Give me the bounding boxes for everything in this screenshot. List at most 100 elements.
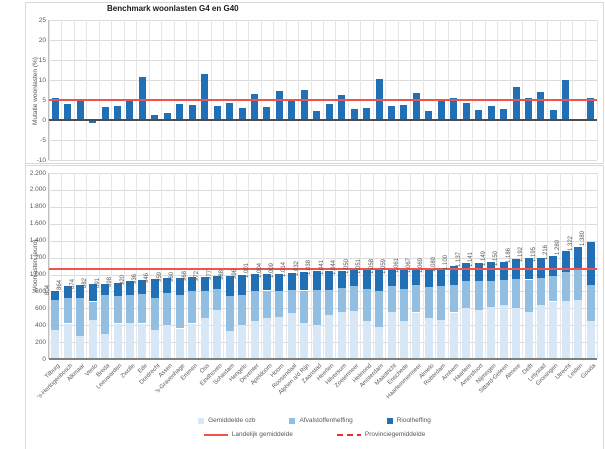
woonlasten-value-label: 882 bbox=[82, 278, 89, 289]
legend-label: Afvalstoffenheffing bbox=[299, 417, 353, 424]
woonlasten-segment-gemiddelde-ozb bbox=[101, 333, 110, 359]
mutatie-plot-area bbox=[48, 20, 598, 161]
woonlasten-value-label: 1.059 bbox=[381, 258, 387, 274]
gridline-v bbox=[186, 20, 187, 160]
woonlasten-segment-rioolheffing bbox=[175, 277, 184, 295]
woonlasten-segment-rioolheffing bbox=[188, 277, 197, 292]
mutatie-bar bbox=[201, 74, 209, 120]
gridline-v bbox=[111, 173, 113, 359]
mutatie-bar bbox=[114, 106, 121, 120]
zero-axis-line bbox=[49, 119, 597, 121]
woonlasten-value-label: 1.080 bbox=[430, 256, 437, 272]
chart-title: Benchmark woonlasten G4 en G40 bbox=[107, 4, 239, 13]
woonlasten-segment-gemiddelde-ozb bbox=[424, 318, 433, 359]
mutatie-bar bbox=[363, 108, 371, 120]
mutatie-bar bbox=[437, 100, 445, 120]
mutatie-bar bbox=[263, 107, 271, 120]
woonlasten-segment-rioolheffing bbox=[487, 261, 496, 282]
woonlasten-segment-afvalstoffenheffing bbox=[312, 289, 321, 326]
mutatie-bar bbox=[325, 104, 333, 120]
woonlasten-segment-gemiddelde-ozb bbox=[138, 323, 147, 359]
legend-item-rioolheffing: Rioolheffing bbox=[386, 417, 431, 424]
woonlasten-segment-gemiddelde-ozb bbox=[412, 312, 421, 359]
gridline-v bbox=[173, 173, 175, 359]
woonlasten-segment-gemiddelde-ozb bbox=[125, 322, 134, 359]
gridline-v bbox=[98, 20, 100, 160]
woonlasten-segment-afvalstoffenheffing bbox=[113, 296, 122, 324]
gridline-v bbox=[347, 20, 349, 160]
legend-label: Provinciegemiddelde bbox=[364, 431, 426, 438]
legend-line-swatch-icon bbox=[203, 433, 228, 436]
woonlasten-segment-rioolheffing bbox=[225, 275, 234, 296]
woonlasten-value-label: 960 bbox=[169, 271, 176, 282]
woonlasten-segment-afvalstoffenheffing bbox=[287, 289, 296, 314]
mutatie-bar bbox=[238, 108, 246, 120]
woonlasten-segment-afvalstoffenheffing bbox=[462, 281, 471, 309]
woonlasten-segment-afvalstoffenheffing bbox=[51, 299, 60, 331]
gridline-v bbox=[347, 173, 349, 359]
woonlasten-value-label: 1.001 bbox=[244, 263, 250, 279]
woonlasten-segment-rioolheffing bbox=[561, 250, 570, 272]
woonlasten-segment-afvalstoffenheffing bbox=[175, 294, 184, 329]
gridline-v bbox=[61, 173, 63, 359]
woonlasten-segment-gemiddelde-ozb bbox=[350, 310, 359, 359]
woonlasten-value-label: 977 bbox=[206, 270, 213, 281]
mutatie-bar bbox=[549, 109, 557, 120]
mutatie-bar bbox=[138, 76, 146, 120]
woonlasten-value-label: 891 bbox=[94, 277, 101, 288]
gridline-v bbox=[111, 20, 113, 160]
mutatie-bar bbox=[525, 98, 532, 120]
gridline-v bbox=[447, 173, 449, 359]
woonlasten-segment-gemiddelde-ozb bbox=[574, 299, 583, 359]
gridline-v bbox=[86, 173, 88, 359]
mutatie-bar bbox=[51, 98, 59, 120]
woonlasten-segment-gemiddelde-ozb bbox=[561, 300, 570, 359]
gridline-v bbox=[298, 20, 300, 160]
y-axis-tick-label: 15 bbox=[38, 56, 46, 64]
y-axis-tick-label: 600 bbox=[35, 304, 46, 312]
woonlasten-value-label: 1.061 bbox=[393, 258, 400, 274]
provinciegemiddelde-line bbox=[49, 95, 597, 97]
woonlasten-value-label: 1.051 bbox=[356, 259, 363, 275]
gridline-v bbox=[460, 20, 461, 160]
woonlasten-segment-afvalstoffenheffing bbox=[512, 278, 521, 309]
gridline-v bbox=[572, 20, 574, 160]
gridline-v bbox=[534, 20, 536, 160]
woonlasten-segment-gemiddelde-ozb bbox=[362, 321, 371, 359]
gridline-v bbox=[73, 173, 75, 359]
woonlasten-value-label: 1.069 bbox=[418, 257, 425, 273]
woonlasten-segment-gemiddelde-ozb bbox=[524, 311, 533, 359]
woonlasten-segment-afvalstoffenheffing bbox=[412, 285, 421, 313]
woonlasten-value-label: 1.150 bbox=[493, 250, 500, 266]
legend-lines-row: Landelijk gemiddelde Provinciegemiddelde bbox=[26, 431, 603, 438]
woonlasten-segment-rioolheffing bbox=[399, 269, 408, 289]
woonlasten-value-label: 1.100 bbox=[443, 254, 450, 270]
gridline-v bbox=[559, 173, 561, 359]
mutatie-bar bbox=[300, 90, 308, 120]
gridline-v bbox=[49, 20, 50, 160]
gridline-v bbox=[397, 173, 399, 359]
gridline-v bbox=[161, 173, 163, 359]
gridline-v bbox=[323, 173, 324, 359]
woonlasten-segment-afvalstoffenheffing bbox=[387, 286, 396, 312]
mutatie-bar bbox=[226, 103, 234, 120]
woonlasten-segment-afvalstoffenheffing bbox=[487, 281, 496, 307]
woonlasten-segment-gemiddelde-ozb bbox=[325, 315, 334, 359]
gridline-v bbox=[285, 173, 287, 359]
gridline-v bbox=[323, 20, 324, 160]
mutatie-bar bbox=[338, 94, 346, 120]
legend-series-row: Gemiddelde ozb Afvalstoffenheffing Rioolhe… bbox=[26, 417, 603, 424]
y-axis-tick-label: 10 bbox=[38, 76, 46, 84]
gridline-v bbox=[86, 20, 88, 160]
gridline-v bbox=[210, 20, 212, 160]
woonlasten-segment-afvalstoffenheffing bbox=[200, 291, 209, 319]
y-axis-tick-label: 200 bbox=[35, 338, 46, 346]
y-axis-tick-label: -5 bbox=[40, 136, 46, 144]
mutatie-bar bbox=[425, 110, 433, 120]
woonlasten-segment-gemiddelde-ozb bbox=[375, 326, 384, 359]
woonlasten-segment-afvalstoffenheffing bbox=[76, 298, 85, 337]
gridline-v bbox=[509, 20, 511, 160]
legend-swatch-icon bbox=[386, 417, 393, 424]
woonlasten-value-label: 1.280 bbox=[555, 239, 562, 255]
gridline-v bbox=[360, 20, 362, 160]
